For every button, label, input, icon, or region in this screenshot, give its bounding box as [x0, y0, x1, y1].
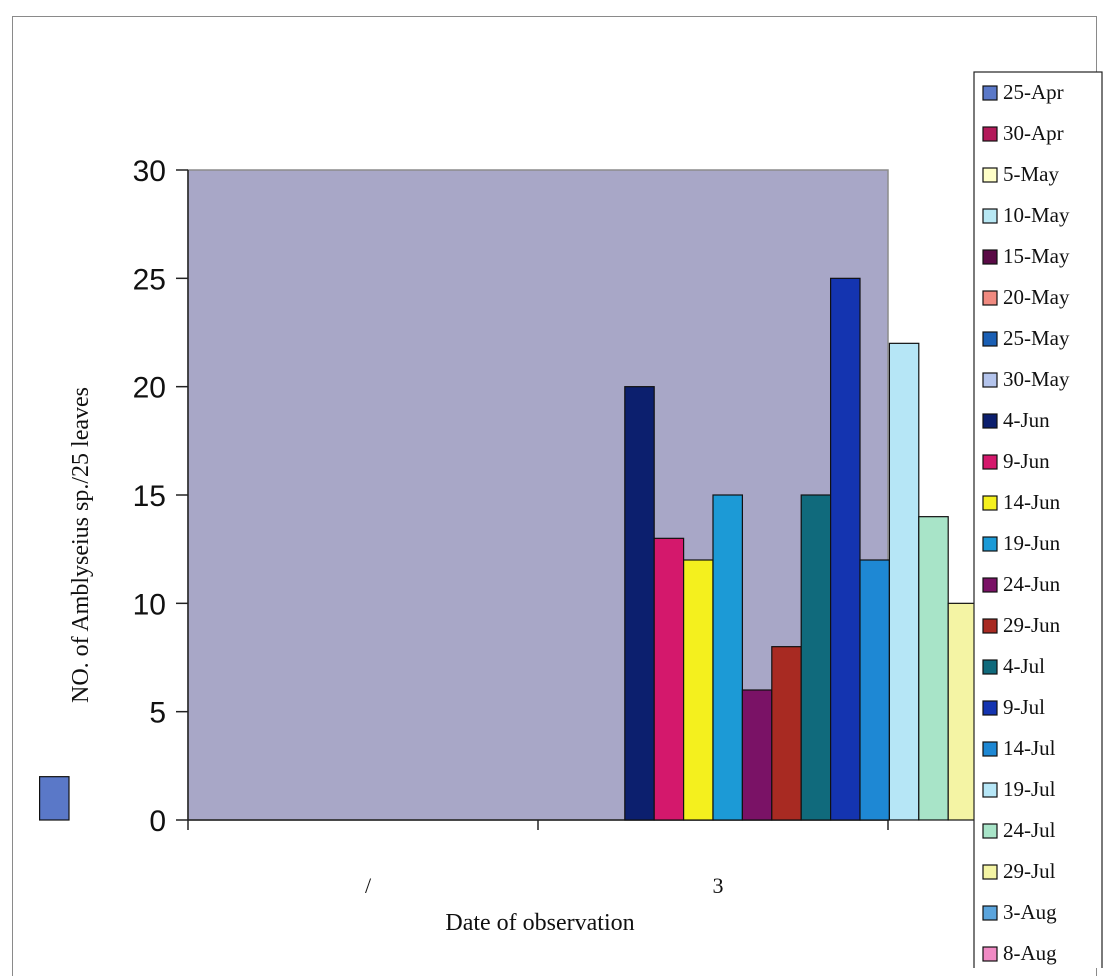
legend-swatch — [982, 823, 998, 839]
x-category-label: 3 — [713, 873, 724, 898]
legend-swatch — [982, 495, 998, 511]
legend-label: 19-Jun — [1003, 531, 1061, 555]
legend: 25-Apr 30-Apr 5-May 10-May 15-May 20-May 25-Ma… — [973, 71, 1103, 968]
legend-swatch — [982, 905, 998, 921]
legend-label: 8-Aug — [1003, 941, 1057, 965]
legend-label: 19-Jul — [1003, 777, 1056, 801]
legend-swatch — [982, 536, 998, 552]
legend-label: 5-May — [1003, 162, 1059, 186]
legend-label: 10-May — [1003, 203, 1070, 227]
y-tick-label: 25 — [133, 263, 166, 296]
bar-4-Jun — [624, 386, 655, 821]
legend-label: 4-Jul — [1003, 654, 1045, 678]
legend-label: 29-Jun — [1003, 613, 1061, 637]
legend-swatch — [982, 167, 998, 183]
y-tick-label: 30 — [133, 155, 166, 188]
legend-label: 30-May — [1003, 367, 1070, 391]
bar-9-Jun — [653, 537, 685, 821]
bar-24-Jun — [741, 689, 773, 821]
legend-swatch — [982, 618, 998, 634]
legend-label: 20-May — [1003, 285, 1070, 309]
legend-label: 15-May — [1003, 244, 1070, 268]
bar-25-Apr — [38, 776, 70, 821]
legend-swatch — [982, 372, 998, 388]
legend-swatch — [982, 577, 998, 593]
legend-swatch — [982, 331, 998, 347]
y-tick-label: 10 — [133, 588, 166, 621]
x-axis-title: Date of observation — [445, 910, 634, 936]
legend-swatch — [982, 659, 998, 675]
bar-29-Jun — [771, 646, 802, 821]
legend-label: 4-Jun — [1003, 408, 1050, 432]
legend-swatch — [982, 700, 998, 716]
legend-label: 3-Aug — [1003, 900, 1057, 924]
x-axis: /3 — [187, 819, 889, 898]
legend-swatch — [982, 946, 998, 962]
legend-swatch — [982, 126, 998, 142]
legend-label: 14-Jul — [1003, 736, 1056, 760]
y-axis: 0 5 10 15 20 25 30 — [133, 155, 189, 838]
legend-label: 14-Jun — [1003, 490, 1061, 514]
y-axis-title: NO. of Amblyseius sp./25 leaves — [68, 387, 94, 703]
legend-swatch — [982, 249, 998, 265]
legend-label: 24-Jul — [1003, 818, 1056, 842]
legend-swatch — [982, 290, 998, 306]
y-tick-label: 20 — [133, 372, 166, 405]
legend-swatch — [982, 454, 998, 470]
bar-9-Jul — [829, 277, 861, 821]
legend-swatch — [982, 208, 998, 224]
legend-label: 24-Jun — [1003, 572, 1061, 596]
bar-29-Jul — [947, 602, 979, 821]
legend-label: 9-Jul — [1003, 695, 1045, 719]
bar-4-Jul — [800, 494, 832, 821]
bar-19-Jun — [712, 494, 743, 821]
legend-label: 9-Jun — [1003, 449, 1050, 473]
bar-14-Jul — [859, 559, 890, 821]
bar-24-Jul — [918, 516, 949, 821]
bar-14-Jun — [682, 559, 714, 821]
legend-swatch — [982, 864, 998, 880]
y-tick-label: 15 — [133, 480, 166, 513]
legend-swatch — [982, 741, 998, 757]
legend-swatch — [982, 85, 998, 101]
legend-label: 29-Jul — [1003, 859, 1056, 883]
x-category-label: / — [365, 873, 372, 898]
y-tick-label: 5 — [149, 697, 166, 730]
legend-label: 25-Apr — [1003, 80, 1064, 104]
legend-label: 25-May — [1003, 326, 1070, 350]
bar-19-Jul — [888, 342, 920, 821]
y-tick-label: 0 — [149, 805, 166, 838]
legend-label: 30-Apr — [1003, 121, 1064, 145]
legend-swatch — [982, 413, 998, 429]
legend-swatch — [982, 782, 998, 798]
